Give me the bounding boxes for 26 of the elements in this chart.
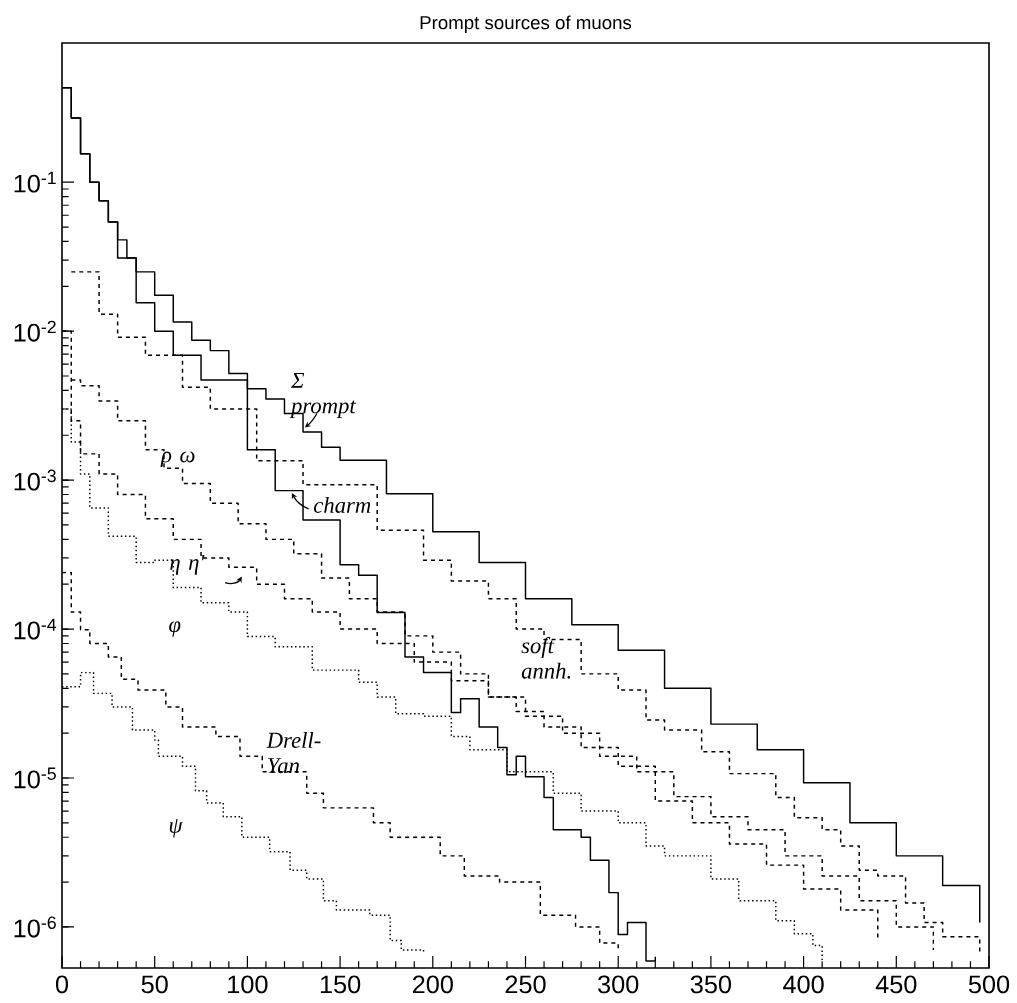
y-tick-label: 10$^{-3}$ <box>14 469 56 491</box>
y-tick-label: 10$^{-6}$ <box>14 916 56 938</box>
series-label: η η' <box>170 554 205 575</box>
legend-label: charm <box>313 496 371 513</box>
y-tick-label: 10$^{-4}$ <box>14 618 57 640</box>
y-tick-label: 10$^{-2}$ <box>14 320 56 342</box>
y-tick-label: 10$^{-1}$ <box>14 171 56 193</box>
x-tick-label: 50 <box>141 975 168 994</box>
x-tick-label: 500 <box>968 975 1010 994</box>
series-label: ρ ω <box>160 451 195 467</box>
x-tick-label: 450 <box>875 975 917 994</box>
series-label: soft annh. <box>521 637 571 679</box>
chart-title: Prompt sources of muons <box>420 15 632 33</box>
series-label: ψ <box>169 819 183 838</box>
x-tick-label: 0 <box>55 975 69 994</box>
x-tick-label: 350 <box>690 975 732 994</box>
x-tick-label: 150 <box>320 975 361 994</box>
x-tick-label: 400 <box>783 975 824 994</box>
series-label: Σ prompt <box>289 372 357 418</box>
series-label: Drell-Yan <box>266 731 321 774</box>
x-tick-label: 250 <box>505 975 546 994</box>
series-label: φ <box>169 621 181 637</box>
x-tick-label: 100 <box>228 975 268 994</box>
y-tick-label: 10$^{-5}$ <box>14 767 56 789</box>
x-tick-label: 200 <box>412 975 453 994</box>
x-tick-label: 300 <box>598 975 639 994</box>
